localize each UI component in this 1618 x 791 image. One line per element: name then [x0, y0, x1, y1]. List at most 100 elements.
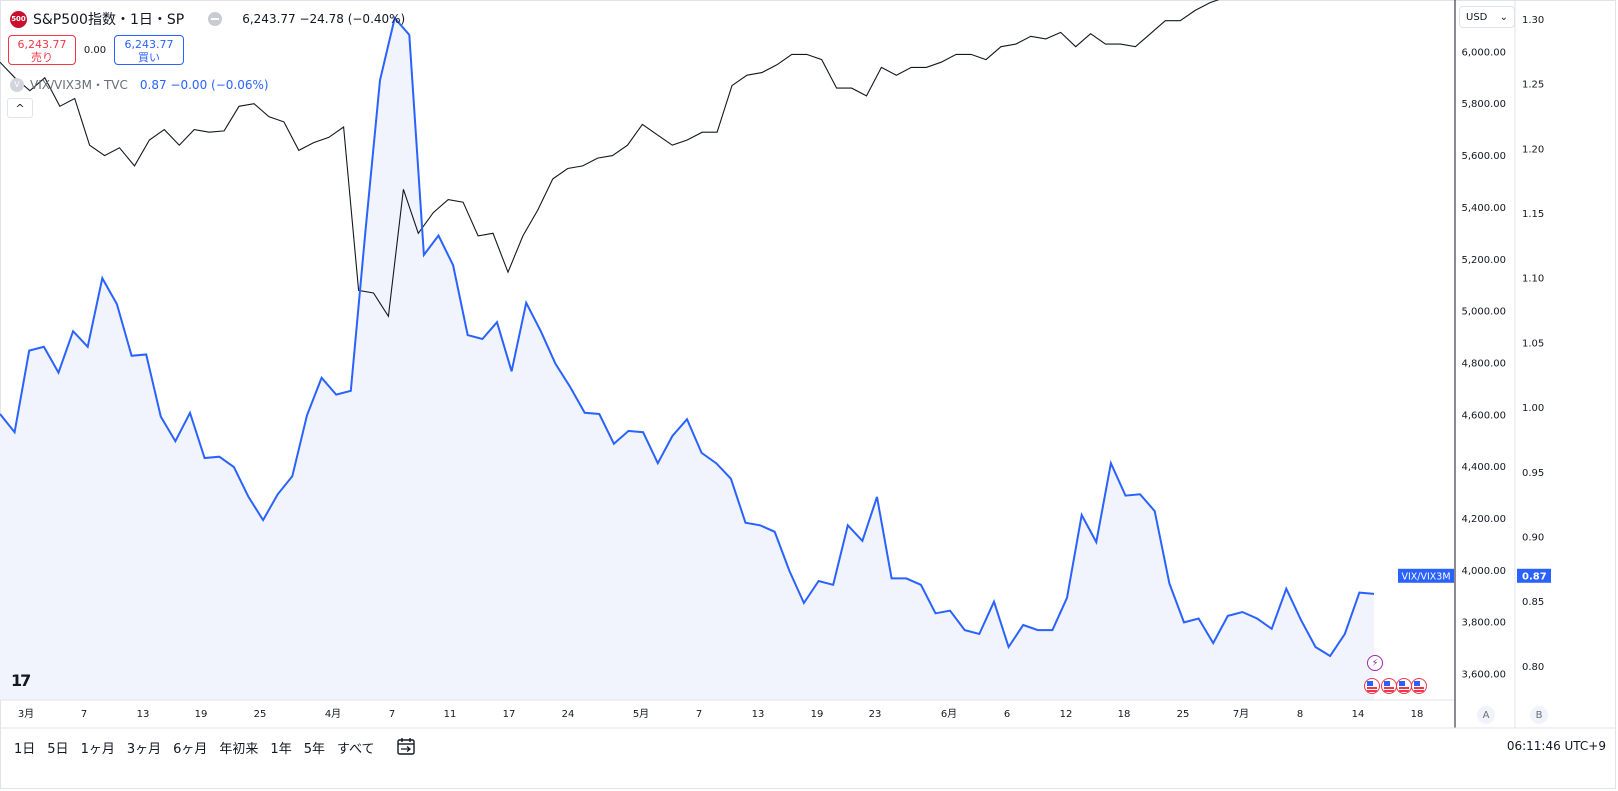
symbol-legend[interactable]: 500 S&P500指数・1日・SP 6,243.77 −24.78 (−0.4… [10, 9, 405, 29]
right-axis-tick-label: 0.95 [1522, 468, 1544, 479]
right-axis-tick-label: 0.80 [1522, 662, 1544, 673]
left-axis-tick-label: 5,400.00 [1461, 203, 1506, 214]
right-axis-tick-label: 1.05 [1522, 338, 1544, 349]
time-axis-tick-label: 13 [137, 709, 150, 720]
left-axis-tick-label: 5,200.00 [1461, 255, 1506, 266]
right-axis-tick-label: 1.30 [1522, 15, 1544, 26]
time-axis-tick-label: 7月 [1233, 708, 1249, 720]
right-axis-tick-label: 0.90 [1522, 532, 1544, 543]
sell-label: 売り [31, 51, 53, 64]
range-5y[interactable]: 5年 [303, 742, 325, 757]
range-1d[interactable]: 1日 [14, 742, 36, 757]
tradingview-logo-icon[interactable]: 17 [11, 671, 31, 690]
right-axis-tick-label: 1.00 [1522, 403, 1544, 414]
time-axis-tick-label: 6 [1004, 709, 1010, 720]
time-axis-tick-label: 4月 [325, 708, 341, 720]
time-axis-tick-label: 23 [869, 709, 882, 720]
range-ytd[interactable]: 年初来 [219, 742, 259, 757]
time-axis-tick-label: 12 [1060, 709, 1073, 720]
right-axis-tick-label: 1.20 [1522, 144, 1544, 155]
last-value-badge-bg [1517, 568, 1551, 583]
left-axis-tick-label: 3,600.00 [1461, 670, 1506, 681]
time-axis-tick-label: 5月 [633, 708, 649, 720]
left-axis-tick-label: 5,000.00 [1461, 307, 1506, 318]
left-axis-tick-label: 5,600.00 [1461, 151, 1506, 162]
symbol-quote: 6,243.77 −24.78 (−0.40%) [242, 12, 406, 26]
last-value-badge: 0.87 [1522, 571, 1547, 582]
series-name-label-bg [1398, 568, 1454, 583]
time-axis-tick-label: 7 [696, 709, 702, 720]
indicator-legend[interactable]: V VIX/VIX3M・TVC 0.87 −0.00 (−0.06%) [10, 76, 269, 93]
range-selector: 1日 5日 1ヶ月 3ヶ月 6ヶ月 年初来 1年 5年 すべて [8, 738, 381, 757]
right-axis-tick-label: 1.25 [1522, 80, 1544, 91]
series-name-label: VIX/VIX3M [1401, 571, 1450, 582]
time-axis-tick-label: 24 [562, 709, 575, 720]
us-flag-event-icon[interactable] [1411, 678, 1427, 694]
spread-value: 0.00 [83, 44, 107, 56]
time-axis-tick-label: 14 [1352, 709, 1365, 720]
buy-button[interactable]: 6,243.77 買い [114, 35, 184, 65]
trade-panel: 6,243.77 売り 0.00 6,243.77 買い [8, 35, 184, 65]
indicator-logo-icon: V [10, 77, 24, 92]
range-1m[interactable]: 1ヶ月 [80, 742, 115, 757]
vix-series-line[interactable] [0, 15, 1375, 658]
range-6m[interactable]: 6ヶ月 [173, 742, 208, 757]
range-3m[interactable]: 3ヶ月 [126, 742, 162, 757]
vix-area-fill [0, 18, 1374, 701]
symbol-title[interactable]: S&P500指数・1日・SP [33, 12, 185, 28]
time-axis-tick-label: 7 [81, 709, 87, 720]
chevron-down-icon: ⌄ [1499, 11, 1508, 23]
right-axis-tick-label: 1.10 [1522, 274, 1544, 285]
chart-header: 500 S&P500指数・1日・SP 6,243.77 −24.78 (−0.4… [0, 0, 1500, 36]
range-all[interactable]: すべて [336, 742, 375, 757]
chevron-up-icon: ^ [15, 101, 25, 115]
time-axis-tick-label: 19 [195, 709, 208, 720]
left-axis-tick-label: 5,800.00 [1461, 99, 1506, 110]
time-axis-tick-label: 25 [1177, 709, 1190, 720]
time-axis-tick-label: 18 [1118, 709, 1131, 720]
lightning-event-icon[interactable]: ⚡ [1367, 655, 1383, 671]
left-axis-tick-label: 4,000.00 [1461, 566, 1506, 577]
indicator-value: 0.87 −0.00 (−0.06%) [139, 77, 269, 92]
time-axis-tick-label: 8 [1297, 709, 1303, 720]
right-axis-tick-label: 0.85 [1522, 597, 1544, 608]
range-1y[interactable]: 1年 [270, 742, 292, 757]
us-flag-event-icon[interactable] [1381, 678, 1397, 694]
time-axis-tick-label: 6月 [941, 708, 957, 720]
collapse-legend-button[interactable]: ^ [7, 98, 33, 118]
left-axis-tick-label: 4,400.00 [1461, 462, 1506, 473]
left-axis-tick-label: 4,600.00 [1461, 410, 1506, 421]
time-axis-tick-label: 18 [1411, 709, 1424, 720]
bottom-toolbar: 1日 5日 1ヶ月 3ヶ月 6ヶ月 年初来 1年 5年 すべて 06:11:46… [0, 730, 1618, 764]
symbol-logo-icon: 500 [10, 10, 27, 28]
time-axis-tick-label: 3月 [18, 708, 34, 720]
us-flag-event-icon[interactable] [1396, 678, 1412, 694]
range-5d[interactable]: 5日 [47, 742, 69, 757]
visibility-toggle-icon[interactable] [208, 12, 223, 26]
right-axis-tick-label: 1.15 [1522, 209, 1544, 220]
time-axis-tick-label: 19 [811, 709, 824, 720]
left-axis-tick-label: 3,800.00 [1461, 618, 1506, 629]
auto-scale-button[interactable]: A [1477, 706, 1495, 724]
left-axis-tick-label: 4,200.00 [1461, 514, 1506, 525]
us-flag-event-icon[interactable] [1364, 678, 1380, 694]
sell-button[interactable]: 6,243.77 売り [8, 35, 76, 65]
time-axis-tick-label: 7 [389, 709, 395, 720]
currency-selector[interactable]: USD ⌄ [1459, 6, 1515, 28]
left-axis-tick-label: 6,000.00 [1461, 47, 1506, 58]
indicator-name[interactable]: VIX/VIX3M・TVC [30, 78, 128, 92]
spx-series-line[interactable] [0, 0, 1240, 318]
log-scale-button[interactable]: B [1530, 706, 1548, 724]
time-axis-tick-label: 17 [503, 709, 516, 720]
clock-timezone[interactable]: 06:11:46 UTC+9 [1506, 739, 1606, 753]
time-axis-tick-label: 25 [254, 709, 267, 720]
buy-label: 買い [138, 51, 160, 64]
currency-label: USD [1466, 11, 1488, 23]
sell-price: 6,243.77 [17, 38, 67, 51]
time-axis-tick-label: 11 [444, 709, 457, 720]
go-to-date-icon[interactable] [396, 736, 416, 756]
buy-price: 6,243.77 [124, 38, 174, 51]
left-axis-tick-label: 4,800.00 [1461, 358, 1506, 369]
